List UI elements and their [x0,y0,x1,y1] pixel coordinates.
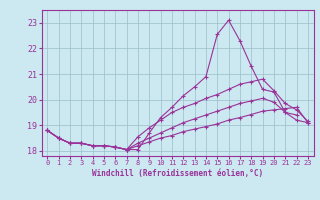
X-axis label: Windchill (Refroidissement éolien,°C): Windchill (Refroidissement éolien,°C) [92,169,263,178]
